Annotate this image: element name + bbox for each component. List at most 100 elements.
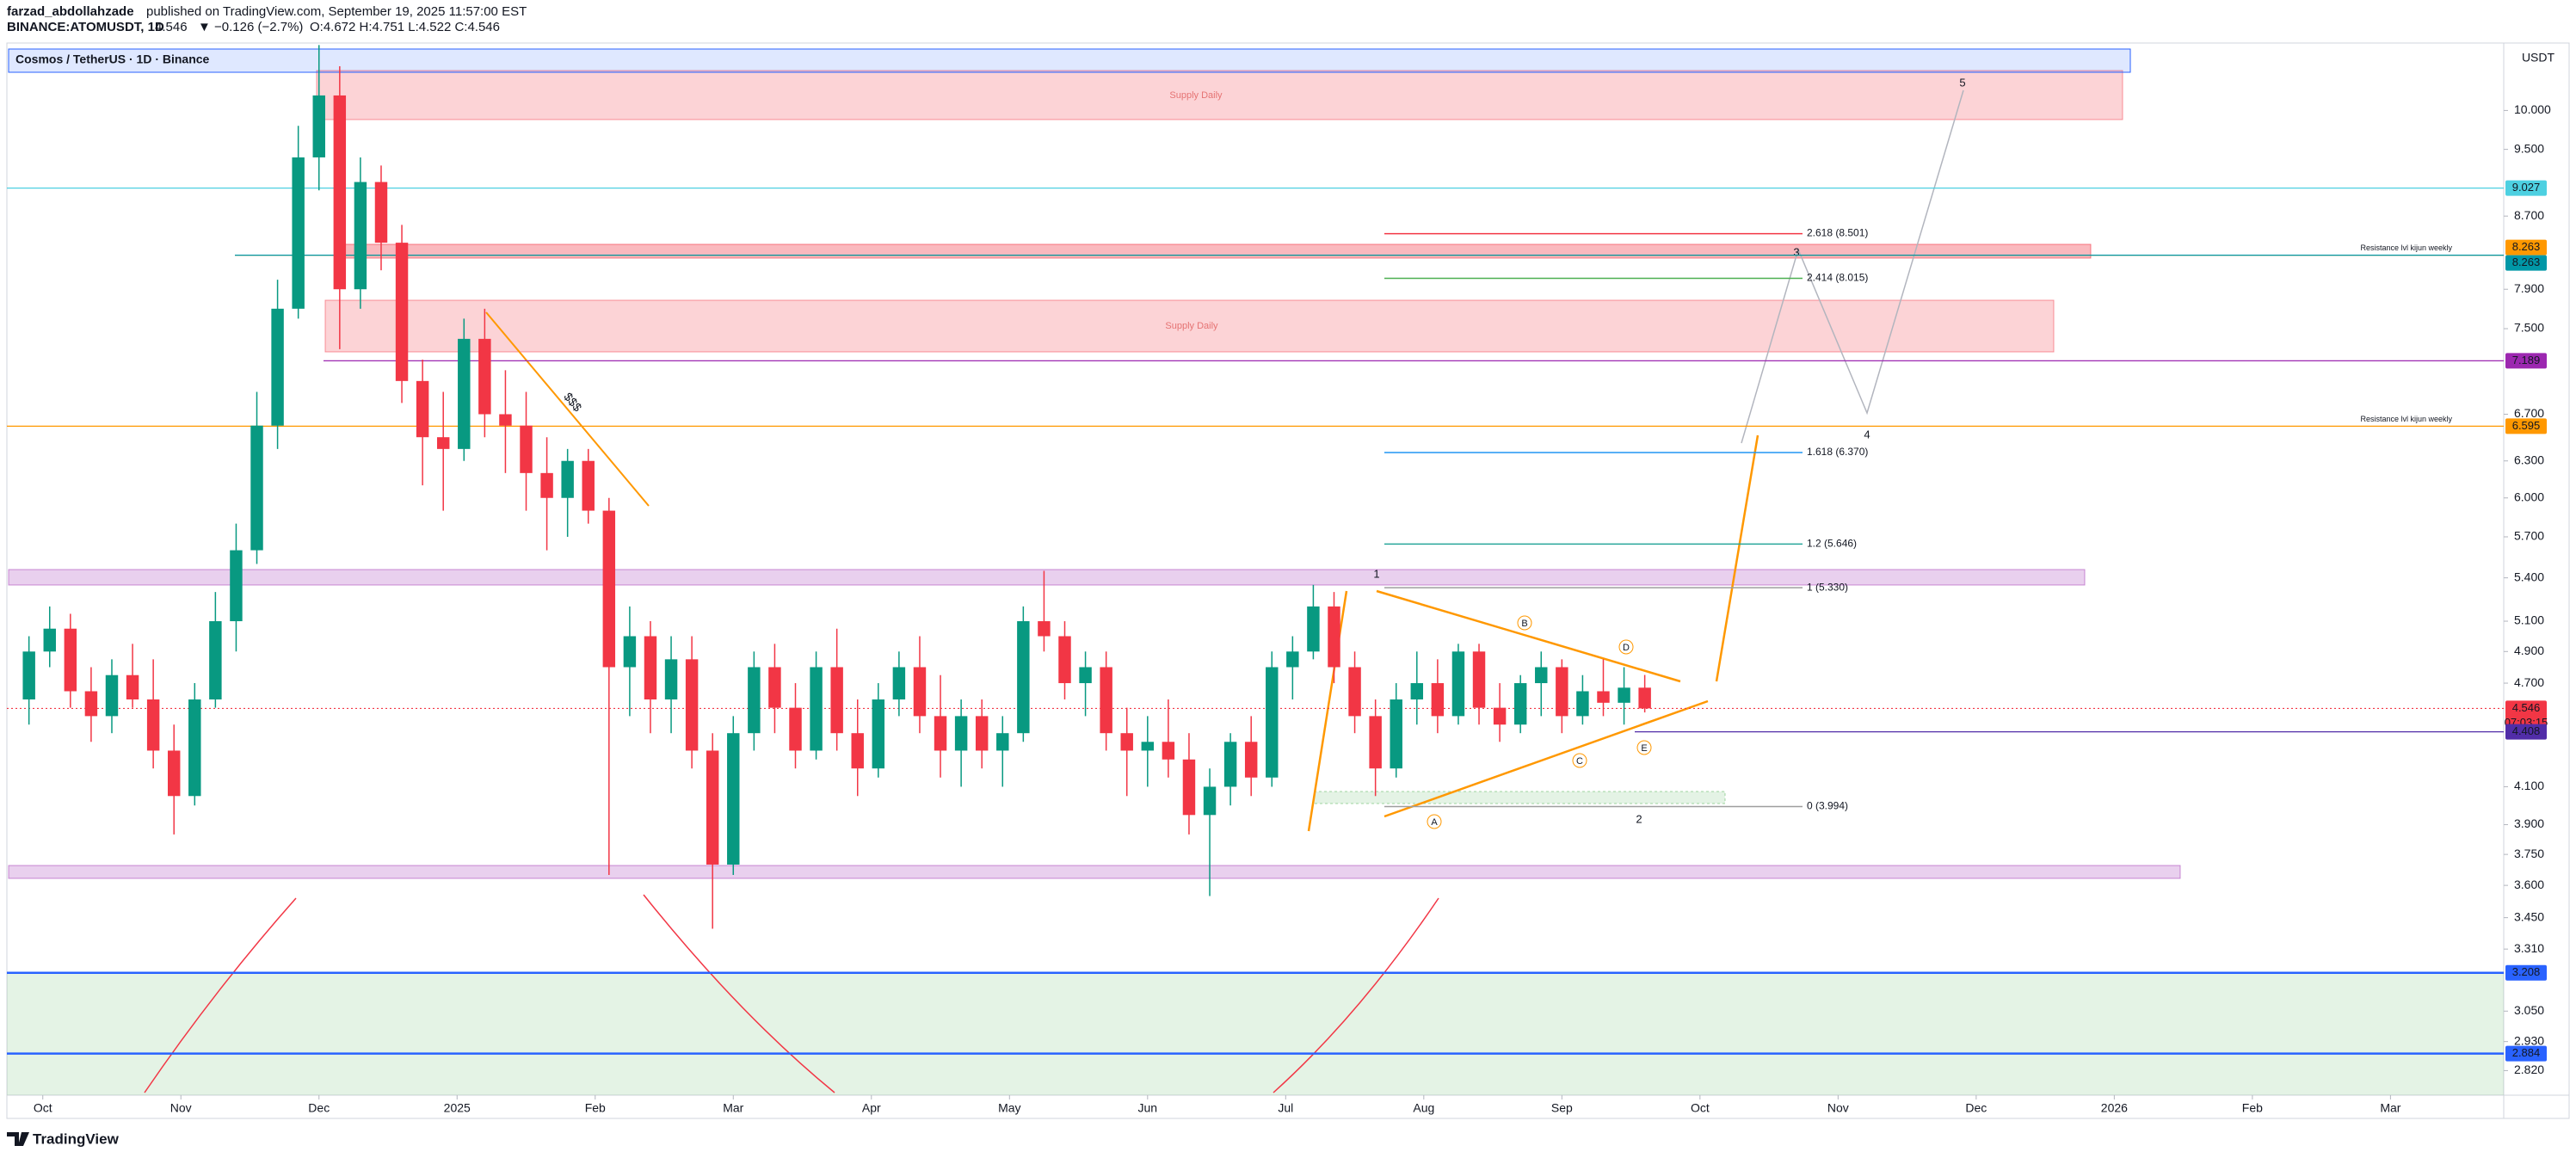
candle-body xyxy=(1451,651,1465,717)
candle-body xyxy=(1223,742,1237,787)
wave-labels: 1 2 3 4 5 xyxy=(1373,76,1965,825)
fib-label: 1.2 (5.646) xyxy=(1807,538,1857,550)
candle-body xyxy=(416,380,429,438)
supply-zone xyxy=(334,243,2092,259)
candle-body xyxy=(768,667,781,708)
y-tick-label: 2.930 xyxy=(2514,1033,2544,1047)
candle-body xyxy=(934,716,947,751)
y-tick-label: 3.600 xyxy=(2514,878,2544,891)
y-tick-label: 4.900 xyxy=(2514,644,2544,657)
x-tick-label: Dec xyxy=(308,1101,330,1115)
candle-body xyxy=(623,636,637,668)
symbol: BINANCE:ATOMUSDT, 1D xyxy=(7,20,164,34)
candle-body xyxy=(1038,621,1051,637)
x-tick-label: Sep xyxy=(1551,1101,1573,1115)
candle-body xyxy=(167,750,181,797)
candle-body xyxy=(954,716,968,751)
y-tick-label: 4.700 xyxy=(2514,675,2544,689)
fib-label: 0 (3.994) xyxy=(1807,800,1848,812)
fib-label: 1.618 (6.370) xyxy=(1807,446,1868,458)
price-badge xyxy=(2505,724,2547,740)
price-badge xyxy=(2505,239,2547,256)
candle-body xyxy=(64,628,77,692)
price-badge-label: 4.546 xyxy=(2512,701,2541,714)
annotation: Resistance lvl kijun weekly xyxy=(2360,243,2452,252)
candle-body xyxy=(1410,683,1424,700)
change: ▼ −0.126 (−2.7%) xyxy=(198,20,303,34)
candle-body xyxy=(685,659,699,751)
candle-body xyxy=(644,636,657,700)
candle-body xyxy=(520,425,533,473)
y-tick-label: 6.300 xyxy=(2514,453,2544,466)
price-badge-label: 9.027 xyxy=(2512,181,2541,194)
fib-label: 2.618 (8.501) xyxy=(1807,227,1868,239)
published: published on TradingView.com, September … xyxy=(146,4,527,19)
wave-label: 1 xyxy=(1373,567,1379,580)
brand: TradingView xyxy=(33,1130,120,1147)
candles xyxy=(22,45,1651,929)
supply-zone xyxy=(316,70,2123,120)
candle-body xyxy=(1493,707,1507,725)
candle-body xyxy=(105,674,119,717)
candle-body xyxy=(1431,683,1445,717)
candle-body xyxy=(84,691,98,717)
currency: USDT xyxy=(2522,51,2555,65)
x-tick-label: Jun xyxy=(1138,1101,1158,1115)
x-tick-label: Aug xyxy=(1413,1101,1434,1115)
pattern-label: E xyxy=(1641,743,1647,754)
candle-body xyxy=(975,716,989,751)
candle-body xyxy=(1017,621,1030,734)
candle-body xyxy=(478,338,491,415)
x-tick-label: Oct xyxy=(34,1101,52,1115)
candle-body xyxy=(810,667,823,751)
projection xyxy=(1715,434,1759,682)
curve xyxy=(144,897,297,1093)
x-tick-label: 2025 xyxy=(444,1101,471,1115)
candle-body xyxy=(1307,606,1320,652)
price-badge-label: 6.595 xyxy=(2512,419,2541,432)
candle-body xyxy=(727,733,740,865)
support-zone xyxy=(8,865,2181,879)
x-tick-label: Feb xyxy=(2242,1101,2263,1115)
candle-body xyxy=(1618,687,1630,703)
resistance-zone xyxy=(8,569,2086,586)
pattern-labels: A B C D E xyxy=(1427,615,1652,829)
y-tick-label: 6.000 xyxy=(2514,490,2544,503)
y-tick-label: 9.500 xyxy=(2514,141,2544,155)
candle-body xyxy=(22,651,35,700)
candle-body xyxy=(1348,667,1361,717)
candle-body xyxy=(271,308,284,426)
candle-body xyxy=(1120,733,1133,751)
x-tick-label: Mar xyxy=(723,1101,743,1115)
candle-body xyxy=(499,414,512,426)
trend-line xyxy=(485,311,650,507)
candle-body xyxy=(333,95,347,290)
frame xyxy=(6,42,2570,1119)
y-tick-label: 2.820 xyxy=(2514,1063,2544,1076)
candle-body xyxy=(664,659,678,700)
price-badge xyxy=(2505,418,2547,434)
chart-title: Cosmos / TetherUS · 1D · Binance xyxy=(15,52,210,66)
candle-body xyxy=(1576,691,1589,717)
candle-body xyxy=(43,628,56,652)
y-tick-label: 5.100 xyxy=(2514,613,2544,627)
x-tick-label: Mar xyxy=(2380,1101,2400,1115)
price-badge xyxy=(2505,700,2547,732)
candle-body xyxy=(250,425,263,551)
x-tick-label: Dec xyxy=(1965,1101,1987,1115)
candle-body xyxy=(540,472,553,498)
candle-body xyxy=(1286,651,1299,668)
candle-body xyxy=(1079,667,1092,684)
y-tick-label: 3.750 xyxy=(2514,847,2544,860)
x-tick-label: Nov xyxy=(170,1101,192,1115)
pattern-circle xyxy=(1517,615,1532,631)
y-tick-label: 3.900 xyxy=(2514,816,2544,830)
pattern-label: B xyxy=(1521,619,1527,629)
curve xyxy=(643,894,835,1093)
candle-body xyxy=(1182,759,1196,816)
candle-body xyxy=(230,550,243,622)
price-badge xyxy=(2505,180,2547,196)
ohlc: O:4.672 H:4.751 L:4.522 C:4.546 xyxy=(310,20,500,34)
